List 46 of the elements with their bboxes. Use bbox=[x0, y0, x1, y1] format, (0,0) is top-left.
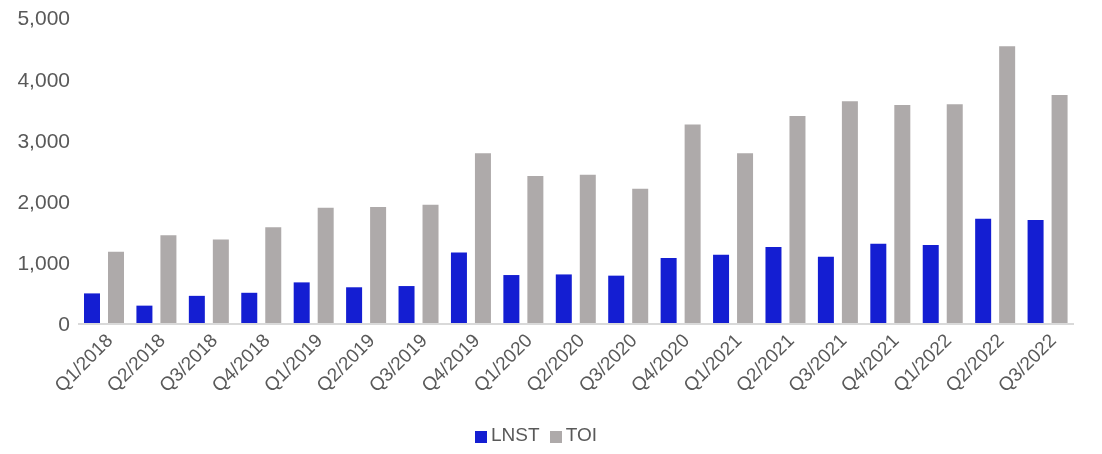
bar bbox=[870, 243, 887, 324]
bar bbox=[527, 175, 544, 324]
y-tick-label: 4,000 bbox=[17, 67, 70, 91]
bar bbox=[108, 251, 124, 324]
bar bbox=[555, 274, 572, 324]
y-tick-label: 2,000 bbox=[17, 190, 70, 214]
bar bbox=[922, 245, 939, 324]
bar bbox=[789, 115, 806, 324]
y-tick-label: 5,000 bbox=[17, 6, 70, 30]
bar bbox=[579, 174, 596, 324]
bar bbox=[474, 153, 491, 324]
bar bbox=[737, 153, 754, 324]
bar bbox=[450, 252, 467, 324]
bar bbox=[817, 256, 834, 324]
legend-label: TOI bbox=[565, 424, 597, 445]
bar bbox=[713, 254, 730, 324]
y-tick-label: 0 bbox=[58, 312, 70, 336]
bar bbox=[241, 292, 258, 324]
bar bbox=[84, 293, 100, 324]
bar bbox=[188, 295, 205, 324]
bar bbox=[293, 282, 310, 324]
bar bbox=[841, 101, 858, 324]
legend-label: LNST bbox=[491, 424, 540, 445]
bar bbox=[265, 227, 282, 324]
bar bbox=[894, 104, 911, 324]
bar bbox=[503, 275, 520, 324]
bar bbox=[946, 104, 963, 324]
y-tick-label: 3,000 bbox=[17, 128, 70, 152]
y-tick-label: 1,000 bbox=[17, 251, 70, 275]
bar bbox=[660, 257, 677, 324]
bar bbox=[608, 275, 625, 324]
bar bbox=[370, 207, 387, 324]
bar bbox=[632, 188, 649, 324]
bar bbox=[212, 239, 229, 324]
bar bbox=[317, 207, 334, 324]
bar bbox=[136, 305, 153, 324]
bar bbox=[765, 246, 782, 324]
bar bbox=[1051, 95, 1068, 324]
bar bbox=[398, 286, 415, 324]
bar bbox=[346, 287, 363, 324]
bar bbox=[999, 46, 1016, 324]
bar bbox=[422, 204, 439, 324]
bar bbox=[684, 124, 701, 324]
bar bbox=[1027, 219, 1044, 324]
bar bbox=[975, 218, 992, 324]
bar bbox=[160, 235, 177, 324]
